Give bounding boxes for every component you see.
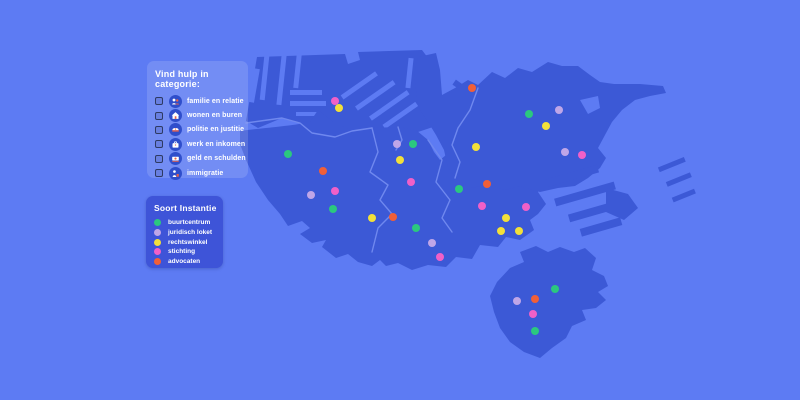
family-icon	[169, 94, 182, 108]
map-marker-stichting[interactable]	[478, 202, 486, 210]
map-marker-rechtswinkel[interactable]	[502, 214, 510, 222]
immigratie-checkbox[interactable]	[155, 169, 163, 178]
map-marker-stichting[interactable]	[436, 253, 444, 261]
east-dockland-strips	[544, 156, 696, 237]
map-marker-stichting[interactable]	[331, 187, 339, 195]
map-marker-stichting[interactable]	[407, 178, 415, 186]
map-marker-advocaten[interactable]	[483, 180, 491, 188]
category-item-geld[interactable]: geld en schulden	[153, 152, 246, 166]
familie-checkbox[interactable]	[155, 97, 163, 106]
category-label: werk en inkomen	[187, 140, 246, 148]
legend-item-stichting[interactable]: stichting	[152, 247, 217, 257]
noord-inlet	[580, 96, 600, 114]
advocaten-dot	[154, 258, 161, 266]
map-marker-juridisch_loket[interactable]	[555, 106, 563, 114]
map-marker-buurtcentrum[interactable]	[412, 224, 420, 232]
person-luggage-icon	[169, 166, 182, 180]
map-region-noord	[414, 53, 666, 192]
map-region-harbor	[246, 50, 438, 137]
category-label: familie en relatie	[187, 97, 244, 105]
map-marker-advocaten[interactable]	[468, 84, 476, 92]
legend-panel: Soort Instantie buurtcentrum juridisch l…	[146, 196, 223, 268]
politie-checkbox[interactable]	[155, 125, 163, 134]
buurtcentrum-dot	[154, 219, 161, 227]
map-marker-rechtswinkel[interactable]	[368, 214, 376, 222]
map-marker-stichting[interactable]	[331, 97, 339, 105]
legend-title: Soort Instantie	[154, 203, 217, 213]
legend-item-advocaten[interactable]: advocaten	[152, 257, 217, 267]
legend-label: stichting	[168, 248, 196, 256]
house-icon	[169, 109, 182, 123]
rechtswinkel-dot	[154, 238, 161, 246]
map-marker-rechtswinkel[interactable]	[515, 227, 523, 235]
noord-border	[451, 87, 479, 179]
map-marker-rechtswinkel[interactable]	[396, 156, 404, 164]
werk-checkbox[interactable]	[155, 140, 163, 149]
legend-label: juridisch loket	[168, 229, 213, 237]
category-panel-title: Vind hulp in categorie:	[155, 69, 209, 89]
map-marker-rechtswinkel[interactable]	[335, 104, 343, 112]
category-label: immigratie	[187, 169, 224, 177]
category-label: politie en justitie	[187, 126, 245, 134]
map-marker-buurtcentrum[interactable]	[551, 285, 559, 293]
district-borders	[245, 117, 453, 253]
category-item-familie[interactable]: familie en relatie	[153, 94, 244, 108]
geld-checkbox[interactable]	[155, 154, 163, 163]
map-marker-buurtcentrum[interactable]	[455, 185, 463, 193]
category-filter-panel: Vind hulp in categorie: familie en relat…	[147, 61, 248, 180]
map-marker-buurtcentrum[interactable]	[531, 327, 539, 335]
category-item-wonen[interactable]: wonen en buren	[153, 108, 243, 123]
legend-item-rechtswinkel[interactable]: rechtswinkel	[152, 237, 217, 247]
stichting-dot	[154, 248, 161, 256]
wonen-checkbox[interactable]	[155, 111, 163, 120]
legend-item-juridisch-loket[interactable]: juridisch loket	[152, 228, 217, 238]
map-marker-juridisch_loket[interactable]	[561, 148, 569, 156]
category-label: wonen en buren	[187, 112, 243, 120]
map-marker-advocaten[interactable]	[531, 295, 539, 303]
map-marker-advocaten[interactable]	[389, 213, 397, 221]
map-marker-juridisch_loket[interactable]	[428, 239, 436, 247]
category-item-politie[interactable]: politie en justitie	[153, 123, 245, 137]
category-item-werk[interactable]: werk en inkomen	[153, 137, 246, 151]
map-marker-advocaten[interactable]	[319, 167, 327, 175]
harbor-pier-slits	[243, 53, 419, 129]
map-marker-stichting[interactable]	[529, 310, 537, 318]
map-marker-juridisch_loket[interactable]	[513, 297, 521, 305]
category-item-immigratie[interactable]: immigratie	[153, 166, 242, 180]
legend-label: rechtswinkel	[168, 238, 208, 246]
legend-item-buurtcentrum[interactable]: buurtcentrum	[152, 218, 217, 228]
map-region-zuidoost	[490, 246, 608, 358]
map-marker-buurtcentrum[interactable]	[525, 110, 533, 118]
legend-label: buurtcentrum	[168, 219, 211, 227]
map-marker-stichting[interactable]	[522, 203, 530, 211]
map-marker-buurtcentrum[interactable]	[409, 140, 417, 148]
briefcase-icon	[169, 137, 182, 151]
map-marker-buurtcentrum[interactable]	[284, 150, 292, 158]
map-marker-juridisch_loket[interactable]	[393, 140, 401, 148]
map-marker-rechtswinkel[interactable]	[472, 143, 480, 151]
map-marker-rechtswinkel[interactable]	[542, 122, 550, 130]
map-marker-buurtcentrum[interactable]	[329, 205, 337, 213]
category-label: geld en schulden	[187, 155, 246, 163]
map-marker-rechtswinkel[interactable]	[497, 227, 505, 235]
money-icon	[169, 152, 182, 166]
police-cap-icon	[169, 123, 182, 137]
legend-label: advocaten	[168, 258, 201, 266]
juridisch-loket-dot	[154, 229, 161, 237]
map-marker-juridisch_loket[interactable]	[307, 191, 315, 199]
map-marker-stichting[interactable]	[578, 151, 586, 159]
